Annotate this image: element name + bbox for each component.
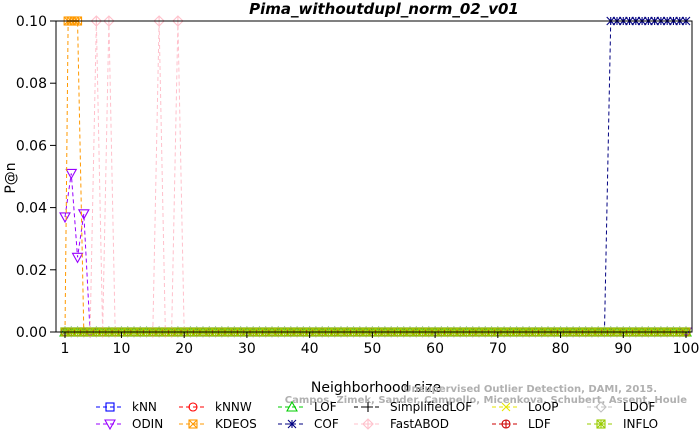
legend-item-lof: LOF bbox=[278, 400, 337, 414]
legend-item-ldof: LDOF bbox=[587, 400, 655, 414]
legend-marker-knn bbox=[105, 402, 115, 412]
x-axis-label: Neighborhood size bbox=[311, 380, 441, 396]
x-tick-label: 50 bbox=[363, 341, 381, 357]
legend-label-knnw: kNNW bbox=[215, 400, 252, 414]
legend-item-odin: ODIN bbox=[96, 417, 163, 431]
legend-item-fastabod: FastABOD bbox=[354, 417, 449, 431]
y-axis-label: P@n bbox=[3, 162, 19, 193]
x-tick-label: 80 bbox=[552, 341, 570, 357]
series-line-fastabod bbox=[89, 20, 185, 333]
legend-label-fastabod: FastABOD bbox=[390, 417, 449, 431]
legend-label-ldof: LDOF bbox=[623, 400, 655, 414]
plot-frame bbox=[55, 20, 693, 333]
legend-marker-fastabod bbox=[362, 418, 374, 430]
x-tick-label: 30 bbox=[238, 341, 256, 357]
legend-item-ldf: LDF bbox=[492, 417, 551, 431]
legend-marker-inflo bbox=[596, 419, 606, 429]
legend-item-cof: COF bbox=[278, 417, 339, 431]
legend-label-lof: LOF bbox=[314, 400, 337, 414]
x-tick-label: 20 bbox=[175, 341, 193, 357]
legend-marker-ldof bbox=[595, 401, 607, 413]
legend-marker-knnw bbox=[188, 402, 198, 412]
legend-item-knn: kNN bbox=[96, 400, 157, 414]
y-tick-label: 0.02 bbox=[16, 263, 47, 279]
data-point-odin bbox=[59, 212, 71, 224]
x-tick-label: 90 bbox=[614, 341, 632, 357]
y-tick-label: 0.08 bbox=[16, 76, 47, 92]
legend-item-kdeos: KDEOS bbox=[179, 417, 257, 431]
legend-marker-loop bbox=[501, 402, 511, 412]
legend-marker-simplifiedlof bbox=[363, 402, 373, 412]
x-tick-label: 1 bbox=[61, 341, 70, 357]
series-line-kdeos bbox=[64, 20, 686, 333]
legend-marker-ldf bbox=[501, 419, 511, 429]
legend-marker-odin bbox=[104, 419, 116, 431]
x-tick-label: 40 bbox=[301, 341, 319, 357]
legend-label-ldf: LDF bbox=[528, 417, 551, 431]
data-point-odin bbox=[65, 168, 78, 180]
legend-item-simplifiedlof: SimplifiedLOF bbox=[354, 400, 472, 414]
legend-label-cof: COF bbox=[314, 417, 339, 431]
legend-label-kdeos: KDEOS bbox=[215, 417, 257, 431]
axes: 1 10 20 30 40 50 60 70 80 90 100 0.00 0.02 0.04 0.06 0.… bbox=[16, 14, 699, 357]
x-tick-label: 10 bbox=[113, 341, 131, 357]
y-tick-label: 0.10 bbox=[16, 14, 47, 30]
series-line-odin bbox=[64, 173, 686, 333]
x-tick-label: 100 bbox=[673, 341, 699, 357]
watermark-line-2: Campos, Zimek, Sander, Campello, Micenko… bbox=[285, 395, 687, 406]
y-tick-label: 0.00 bbox=[16, 325, 47, 341]
y-tick-label: 0.06 bbox=[16, 138, 47, 154]
legend-label-odin: ODIN bbox=[132, 417, 163, 431]
legend-label-simplifiedlof: SimplifiedLOF bbox=[390, 400, 472, 414]
x-tick-label: 60 bbox=[426, 341, 444, 357]
legend-item-inflo: INFLO bbox=[587, 417, 658, 431]
data-point-odin bbox=[71, 252, 84, 264]
legend-item-loop: LoOP bbox=[492, 400, 559, 414]
legend-label-knn: kNN bbox=[132, 400, 157, 414]
legend: kNN kNNW LOF SimplifiedLOF LoOP LDOF ODIN KDEOS… bbox=[96, 400, 658, 431]
legend-item-knnw: kNNW bbox=[179, 400, 252, 414]
chart-title: Pima_withoutdupl_norm_02_v01 bbox=[249, 0, 519, 18]
legend-marker-cof bbox=[287, 419, 297, 429]
legend-marker-kdeos bbox=[188, 419, 198, 429]
y-tick-label: 0.04 bbox=[16, 201, 47, 217]
watermark-line-1: Unsupervised Outlier Detection, DAMI, 20… bbox=[403, 384, 657, 395]
legend-label-inflo: INFLO bbox=[623, 417, 658, 431]
plot-area bbox=[59, 15, 692, 339]
legend-label-loop: LoOP bbox=[528, 400, 559, 414]
x-tick-label: 70 bbox=[489, 341, 507, 357]
series-line-cof bbox=[65, 20, 686, 333]
legend-marker-lof bbox=[286, 400, 298, 412]
